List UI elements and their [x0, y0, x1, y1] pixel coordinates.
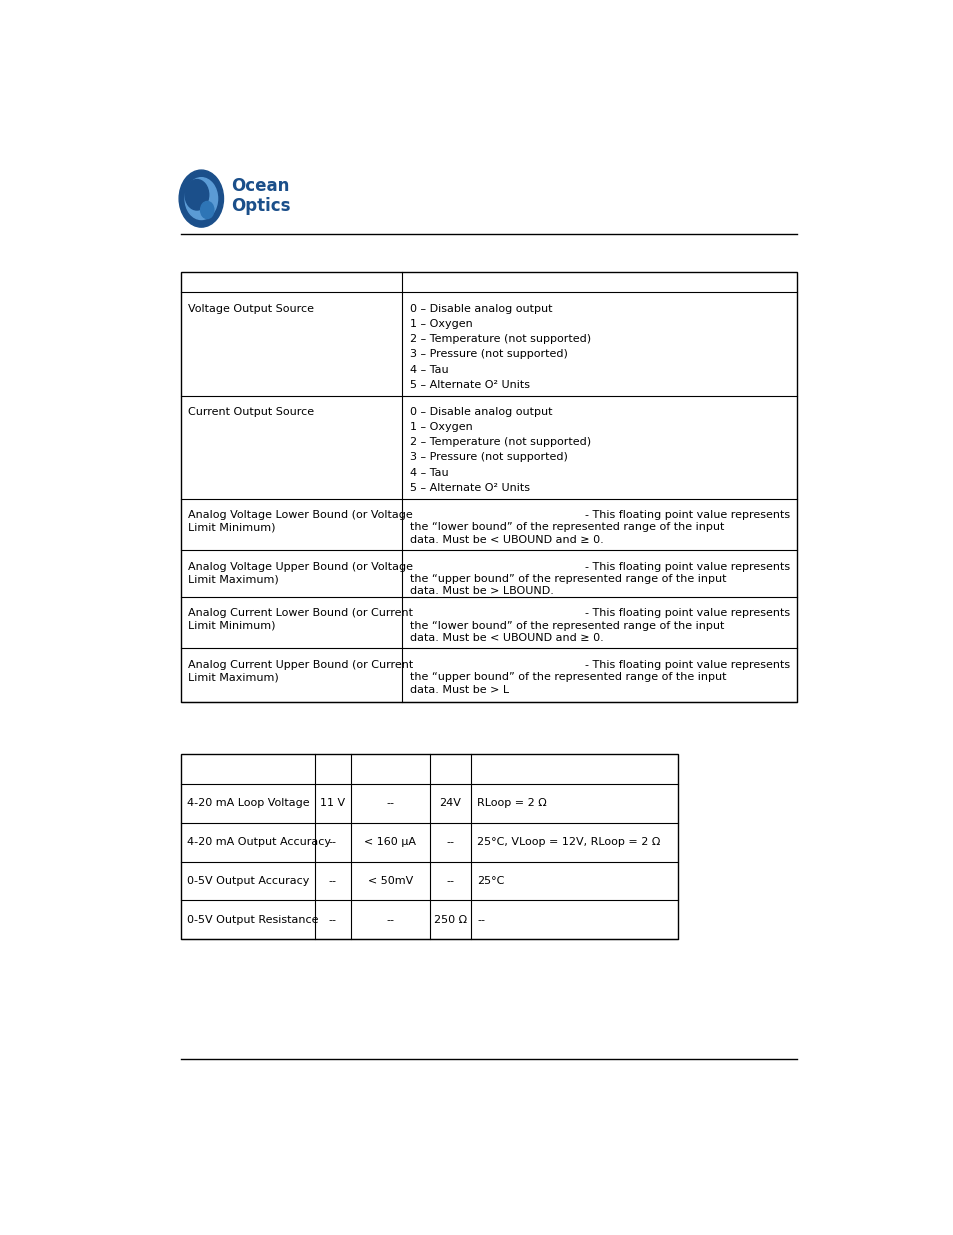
Text: --: --	[446, 837, 454, 847]
Text: the “lower bound” of the represented range of the input: the “lower bound” of the represented ran…	[410, 522, 723, 532]
Text: 4 – Tau: 4 – Tau	[410, 468, 448, 478]
Text: --: --	[476, 915, 484, 925]
Text: Analog Current Lower Bound (or Current: Analog Current Lower Bound (or Current	[188, 609, 413, 619]
Text: Optics: Optics	[231, 198, 290, 215]
Text: < 160 μA: < 160 μA	[364, 837, 416, 847]
Text: - This floating point value represents: - This floating point value represents	[584, 562, 789, 572]
Text: 3 – Pressure (not supported): 3 – Pressure (not supported)	[410, 452, 567, 462]
Text: the “lower bound” of the represented range of the input: the “lower bound” of the represented ran…	[410, 621, 723, 631]
Text: RLoop = 2 Ω: RLoop = 2 Ω	[476, 798, 546, 808]
Text: Limit Maximum): Limit Maximum)	[188, 672, 278, 682]
Text: --: --	[329, 915, 336, 925]
Text: 0-5V Output Accuracy: 0-5V Output Accuracy	[187, 876, 309, 885]
Text: Analog Voltage Upper Bound (or Voltage: Analog Voltage Upper Bound (or Voltage	[188, 562, 413, 572]
Bar	[180, 272, 797, 701]
Text: data. Must be > L: data. Must be > L	[410, 684, 508, 694]
Text: 5 – Alternate O² Units: 5 – Alternate O² Units	[410, 379, 529, 390]
Text: 5 – Alternate O² Units: 5 – Alternate O² Units	[410, 483, 529, 493]
Text: --: --	[386, 798, 394, 808]
Bar	[180, 753, 678, 940]
Circle shape	[185, 179, 209, 210]
Text: 0 – Disable analog output: 0 – Disable analog output	[410, 304, 552, 314]
Text: 4 – Tau: 4 – Tau	[410, 364, 448, 374]
Text: --: --	[329, 876, 336, 885]
Text: 0 – Disable analog output: 0 – Disable analog output	[410, 408, 552, 417]
Text: Analog Current Upper Bound (or Current: Analog Current Upper Bound (or Current	[188, 659, 413, 669]
Text: - This floating point value represents: - This floating point value represents	[584, 659, 789, 669]
Text: 250 Ω: 250 Ω	[434, 915, 467, 925]
Text: 1 – Oxygen: 1 – Oxygen	[410, 319, 472, 329]
Text: < 50mV: < 50mV	[367, 876, 413, 885]
Text: Ocean: Ocean	[231, 178, 289, 195]
Circle shape	[185, 178, 217, 220]
Text: --: --	[446, 876, 454, 885]
Text: --: --	[386, 915, 394, 925]
Text: 2 – Temperature (not supported): 2 – Temperature (not supported)	[410, 335, 590, 345]
Text: - This floating point value represents: - This floating point value represents	[584, 609, 789, 619]
Text: 3 – Pressure (not supported): 3 – Pressure (not supported)	[410, 350, 567, 359]
Text: 25°C: 25°C	[476, 876, 504, 885]
Text: 0-5V Output Resistance: 0-5V Output Resistance	[187, 915, 317, 925]
Text: Limit Maximum): Limit Maximum)	[188, 574, 278, 584]
Text: data. Must be < UBOUND and ≥ 0.: data. Must be < UBOUND and ≥ 0.	[410, 535, 603, 545]
Text: 2 – Temperature (not supported): 2 – Temperature (not supported)	[410, 437, 590, 447]
Text: --: --	[329, 837, 336, 847]
Text: Limit Minimum): Limit Minimum)	[188, 522, 275, 532]
Text: Analog Voltage Lower Bound (or Voltage: Analog Voltage Lower Bound (or Voltage	[188, 510, 413, 520]
Text: data. Must be < UBOUND and ≥ 0.: data. Must be < UBOUND and ≥ 0.	[410, 634, 603, 643]
Text: Limit Minimum): Limit Minimum)	[188, 621, 275, 631]
Text: 1 – Oxygen: 1 – Oxygen	[410, 422, 472, 432]
Circle shape	[179, 170, 223, 227]
Text: the “upper bound” of the represented range of the input: the “upper bound” of the represented ran…	[410, 574, 725, 584]
Text: 25°C, VLoop = 12V, RLoop = 2 Ω: 25°C, VLoop = 12V, RLoop = 2 Ω	[476, 837, 659, 847]
Text: 4-20 mA Output Accuracy: 4-20 mA Output Accuracy	[187, 837, 330, 847]
Text: Voltage Output Source: Voltage Output Source	[188, 304, 314, 314]
Text: the “upper bound” of the represented range of the input: the “upper bound” of the represented ran…	[410, 672, 725, 682]
Text: 24V: 24V	[439, 798, 461, 808]
Text: 4-20 mA Loop Voltage: 4-20 mA Loop Voltage	[187, 798, 309, 808]
Text: Current Output Source: Current Output Source	[188, 408, 314, 417]
Circle shape	[200, 201, 213, 219]
Text: data. Must be > LBOUND.: data. Must be > LBOUND.	[410, 587, 553, 597]
Text: - This floating point value represents: - This floating point value represents	[584, 510, 789, 520]
Text: 11 V: 11 V	[320, 798, 345, 808]
